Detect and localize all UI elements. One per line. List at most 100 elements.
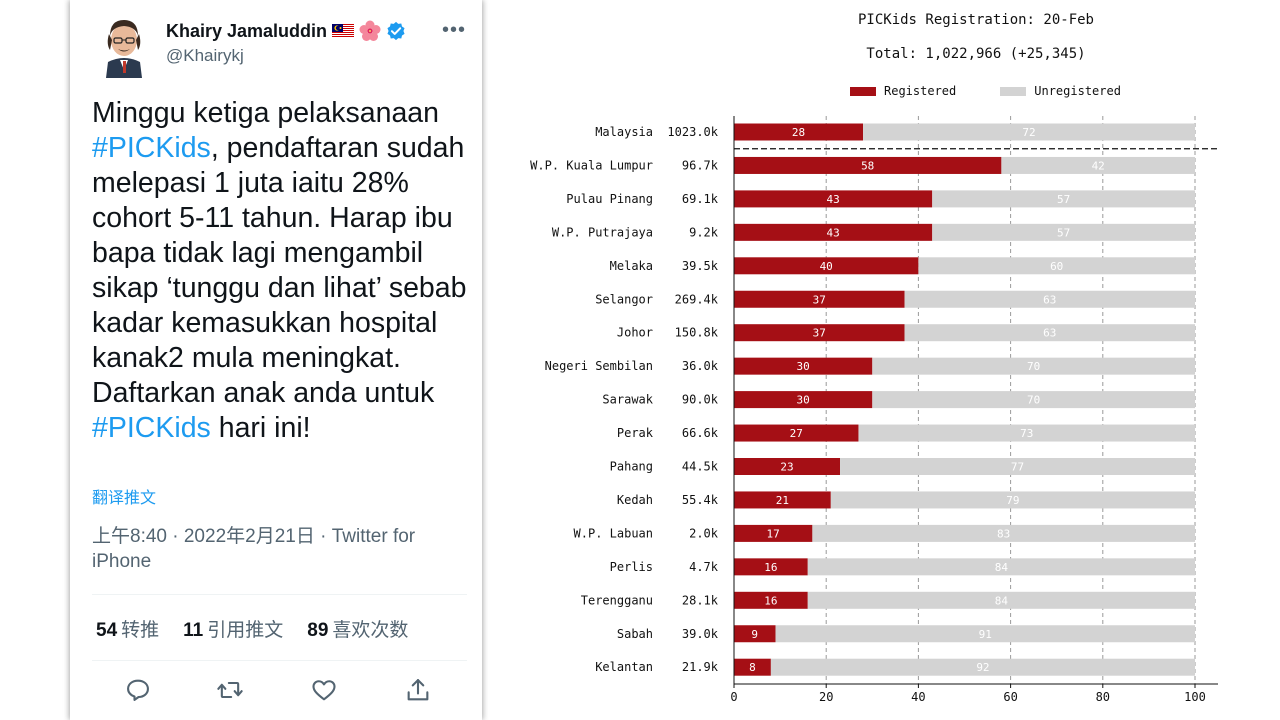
more-options-icon[interactable]: ••• xyxy=(442,19,467,41)
data-label-unregistered: 70 xyxy=(1027,394,1040,407)
data-label-registered: 23 xyxy=(780,461,793,474)
category-label: Kelantan xyxy=(595,660,653,674)
bar-unregistered xyxy=(932,223,1195,241)
bar-registered xyxy=(734,558,808,576)
total-label: 44.5k xyxy=(682,460,719,474)
bar-registered xyxy=(734,290,905,308)
data-label-registered: 16 xyxy=(764,594,777,607)
like-icon[interactable] xyxy=(310,676,338,704)
category-label: Perak xyxy=(617,426,654,440)
share-icon[interactable] xyxy=(404,676,432,704)
tweet-text-segment: hari ini! xyxy=(210,412,311,444)
category-label: Johor xyxy=(617,326,653,340)
data-label-unregistered: 84 xyxy=(995,594,1009,607)
hibiscus-icon xyxy=(359,20,381,41)
category-label: Melaka xyxy=(610,259,653,273)
total-label: 28.1k xyxy=(682,593,719,607)
bar-unregistered xyxy=(872,391,1195,409)
chart-plot-area: 28 72 Malaysia 1023.0k 58 42 W.P. Kuala Lumpur… xyxy=(530,116,1220,704)
x-tick-label: 60 xyxy=(1003,690,1017,704)
tweet-timestamp[interactable]: 上午8:40 · 2022年2月21日 · Twitter for iPhone xyxy=(92,526,416,572)
category-label: Sabah xyxy=(617,627,653,641)
total-label: 269.4k xyxy=(675,292,719,306)
data-label-registered: 30 xyxy=(797,360,810,373)
data-label-registered: 40 xyxy=(820,260,833,273)
handle[interactable]: @Khairykj xyxy=(166,46,244,65)
category-label: Negeri Sembilan xyxy=(545,359,653,373)
data-label-unregistered: 70 xyxy=(1027,360,1040,373)
display-name-row[interactable]: Khairy Jamaluddin xyxy=(166,19,406,43)
bar-registered xyxy=(734,491,831,509)
bar-unregistered xyxy=(904,324,1195,342)
bar-registered xyxy=(734,123,864,141)
bar-unregistered xyxy=(840,458,1195,475)
category-label: Malaysia xyxy=(595,125,653,139)
bar-unregistered xyxy=(770,658,1195,676)
bar-unregistered xyxy=(872,357,1195,375)
data-label-unregistered: 83 xyxy=(997,527,1010,540)
data-label-registered: 8 xyxy=(749,661,756,674)
hashtag-link[interactable]: #PICKids xyxy=(92,132,211,164)
bar-registered xyxy=(734,190,933,208)
retweets-stat[interactable]: 54 转推 xyxy=(96,620,160,641)
bar-registered xyxy=(734,458,841,475)
data-label-registered: 43 xyxy=(826,193,839,206)
bar-unregistered xyxy=(775,625,1195,643)
legend-swatch-registered xyxy=(850,86,876,96)
data-label-unregistered: 84 xyxy=(995,561,1009,574)
display-name[interactable]: Khairy Jamaluddin xyxy=(166,20,328,41)
bar-unregistered xyxy=(812,524,1195,542)
category-label: Pahang xyxy=(610,460,653,474)
bar-registered xyxy=(734,324,905,342)
verified-badge-icon xyxy=(387,21,405,41)
translate-tweet-link[interactable]: 翻译推文 xyxy=(92,490,157,507)
total-label: 4.7k xyxy=(689,560,719,574)
chart-subtitle: Total: 1,022,966 (+25,345) xyxy=(866,46,1086,62)
total-label: 150.8k xyxy=(675,326,719,340)
hashtag-link[interactable]: #PICKids xyxy=(92,412,211,444)
engagement-stats: 54 转推 11 引用推文 89 喜欢次数 xyxy=(96,615,408,642)
bar-registered xyxy=(734,257,919,275)
data-label-registered: 17 xyxy=(767,527,780,540)
likes-stat[interactable]: 89 喜欢次数 xyxy=(307,620,409,641)
total-label: 1023.0k xyxy=(667,125,718,139)
category-label: Sarawak xyxy=(602,393,653,407)
category-label: Perlis xyxy=(610,560,653,574)
bar-unregistered xyxy=(932,190,1195,208)
data-label-unregistered: 92 xyxy=(976,661,989,674)
bar-registered xyxy=(734,424,859,442)
category-label: Kedah xyxy=(617,493,653,507)
data-label-registered: 16 xyxy=(764,561,777,574)
legend-label: Unregistered xyxy=(1034,84,1121,98)
total-label: 69.1k xyxy=(682,192,719,206)
bar-unregistered xyxy=(904,290,1195,308)
total-label: 90.0k xyxy=(682,393,719,407)
total-label: 39.5k xyxy=(682,259,719,273)
avatar[interactable] xyxy=(96,14,152,78)
category-label: W.P. Kuala Lumpur xyxy=(530,158,653,172)
total-label: 96.7k xyxy=(682,158,719,172)
data-label-registered: 37 xyxy=(813,293,826,306)
x-tick-label: 100 xyxy=(1184,690,1206,704)
chart-legend: Registered Unregistered xyxy=(850,84,1165,98)
bar-unregistered xyxy=(807,591,1195,609)
reply-icon[interactable] xyxy=(124,676,152,704)
legend-item-unregistered: Unregistered xyxy=(1000,84,1121,98)
data-label-unregistered: 77 xyxy=(1011,461,1024,474)
bar-unregistered xyxy=(858,424,1195,442)
bar-unregistered xyxy=(1001,156,1195,174)
bar-unregistered xyxy=(807,558,1195,576)
data-label-registered: 28 xyxy=(792,126,805,139)
total-label: 2.0k xyxy=(689,526,719,540)
quote-tweets-stat[interactable]: 11 引用推文 xyxy=(183,620,284,641)
divider xyxy=(92,594,467,595)
bar-registered xyxy=(734,223,933,241)
retweet-icon[interactable] xyxy=(216,676,244,704)
x-tick-label: 40 xyxy=(911,690,925,704)
data-label-registered: 58 xyxy=(861,159,874,172)
tweet-text-segment: , pendaftaran sudah melepasi 1 juta iait… xyxy=(92,132,467,409)
category-label: W.P. Labuan xyxy=(574,526,653,540)
x-tick-label: 20 xyxy=(819,690,833,704)
data-label-registered: 43 xyxy=(826,226,839,239)
tweet-text-segment: Minggu ketiga pelaksanaan xyxy=(92,97,439,129)
